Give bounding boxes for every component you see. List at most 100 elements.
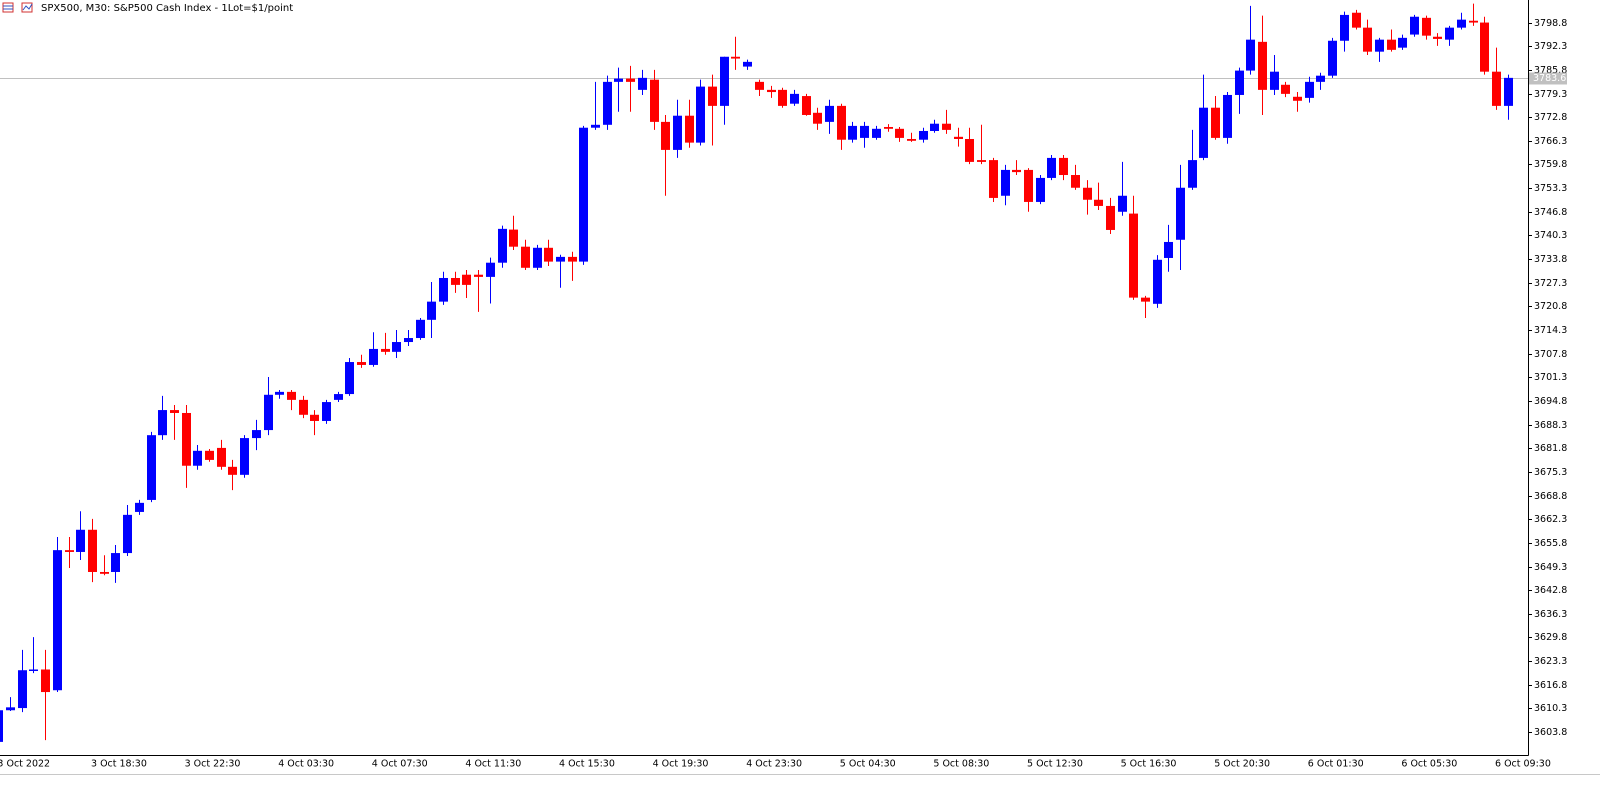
candle-body	[451, 277, 460, 285]
candle-body	[568, 256, 577, 262]
candle-body	[1352, 12, 1361, 28]
candle-body	[1410, 16, 1419, 35]
candle-body	[1106, 205, 1115, 230]
candle-body	[1211, 107, 1220, 138]
candle-body	[1375, 39, 1384, 52]
candle-body	[76, 529, 85, 552]
candle-body	[1012, 169, 1021, 173]
y-tick-label: 3753.3	[1534, 183, 1567, 194]
candle-body	[1457, 19, 1466, 28]
candle-body	[65, 550, 74, 552]
candle-body	[1153, 259, 1162, 304]
candle-body	[53, 550, 62, 691]
x-tick-label: 4 Oct 07:30	[372, 759, 428, 770]
candle-body	[381, 348, 390, 352]
candle-body	[591, 124, 600, 128]
candle-body	[427, 301, 436, 320]
candle-body	[439, 277, 448, 302]
candle-body	[1246, 39, 1255, 71]
y-tick-label: 3623.3	[1534, 656, 1567, 667]
candle-body	[170, 410, 179, 413]
candle-body	[860, 125, 869, 138]
y-tick-label: 3720.8	[1534, 301, 1567, 312]
candle-body	[205, 450, 214, 460]
y-tick-label: 3694.8	[1534, 396, 1567, 407]
y-tick-label: 3727.3	[1534, 278, 1567, 289]
candle-body	[556, 256, 565, 262]
candle-body	[638, 77, 647, 90]
candle-body	[1059, 157, 1068, 176]
price-label: 3783.6	[1533, 73, 1566, 84]
candle-body	[88, 529, 97, 572]
y-tick-label: 3707.8	[1534, 349, 1567, 360]
candle-body	[1433, 36, 1442, 39]
x-tick-label: 5 Oct 04:30	[840, 759, 896, 770]
candle-body	[147, 435, 156, 500]
candle-body	[217, 447, 226, 467]
candle-body	[18, 670, 27, 709]
candle-body	[123, 514, 132, 554]
candle-body	[533, 247, 542, 268]
candle-body	[755, 81, 764, 90]
candle-body	[661, 121, 670, 150]
candle-body	[1164, 241, 1173, 258]
candle-body	[1188, 160, 1197, 188]
candle-body	[1141, 297, 1150, 302]
candle-body	[685, 115, 694, 143]
candle-body	[965, 138, 974, 162]
candle-body	[603, 81, 612, 125]
candle-body	[813, 112, 822, 124]
candle-body	[416, 319, 425, 339]
candle-body	[895, 128, 904, 138]
candle-body	[1469, 20, 1478, 23]
candle-body	[989, 160, 998, 198]
candle-body	[767, 89, 776, 93]
plot-area	[0, 3, 1528, 742]
y-tick-label: 3681.8	[1534, 443, 1567, 454]
x-tick-label: 4 Oct 19:30	[653, 759, 709, 770]
candle-body	[1422, 17, 1431, 36]
candle-body	[521, 246, 530, 268]
candle-body	[0, 710, 3, 742]
chart-title: SPX500, M30: S&P500 Cash Index - 1Lot=$1…	[41, 3, 293, 14]
candle-body	[919, 130, 928, 140]
candle-body	[1328, 40, 1337, 76]
candle-body	[228, 466, 237, 475]
y-tick-label: 3610.3	[1534, 703, 1567, 714]
icon-chart-line	[22, 3, 33, 11]
x-tick-label: 5 Oct 20:30	[1214, 759, 1270, 770]
candle-body	[696, 86, 705, 143]
y-tick-label: 3636.3	[1534, 609, 1567, 620]
y-tick-label: 3662.3	[1534, 514, 1567, 525]
candle-body	[720, 56, 729, 106]
y-tick-label: 3714.3	[1534, 325, 1567, 336]
candle-body	[1305, 81, 1314, 98]
candle-body	[977, 160, 986, 162]
y-tick-label: 3746.8	[1534, 207, 1567, 218]
candle-body	[1047, 157, 1056, 178]
y-tick-label: 3688.3	[1534, 420, 1567, 431]
candle-body	[1094, 199, 1103, 206]
candle-body	[462, 274, 471, 285]
candle-body	[158, 410, 167, 436]
y-tick-label: 3603.8	[1534, 727, 1567, 738]
x-tick-label: 4 Oct 15:30	[559, 759, 615, 770]
y-tick-label: 3772.8	[1534, 112, 1567, 123]
candle-body	[1024, 169, 1033, 202]
candle-body	[509, 229, 518, 247]
candle-body	[942, 123, 951, 130]
candle-body	[907, 138, 916, 141]
title-icons	[2, 2, 33, 13]
candle-body	[1398, 37, 1407, 48]
candle-body	[790, 93, 799, 104]
candle-body	[802, 96, 811, 115]
candle-body	[322, 402, 331, 421]
candle-body	[743, 61, 752, 67]
candle-body	[872, 128, 881, 138]
y-tick-label: 3759.8	[1534, 159, 1567, 170]
candle-body	[626, 78, 635, 82]
candle-body	[1480, 22, 1489, 72]
